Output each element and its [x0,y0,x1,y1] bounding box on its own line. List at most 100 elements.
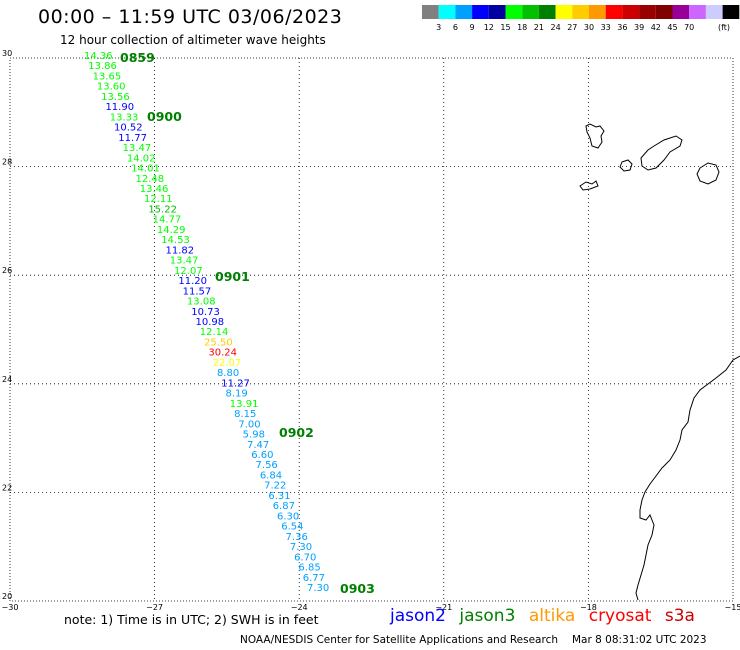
pass-time-label: 0903 [340,581,375,596]
wave-height-label: 10.52 [114,123,143,134]
wave-height-label: 13.47 [170,256,199,267]
scale-label: 42 [651,23,661,32]
lat-label: 24 [2,375,12,384]
wave-height-label: 7.30 [307,583,329,594]
wave-height-label: 6.30 [277,511,299,522]
island-la-gomera [619,159,633,172]
scale-swatch [455,5,473,19]
wave-height-label: 13.46 [140,184,169,195]
wave-height-label: 7.47 [247,440,269,451]
wave-height-label: 13.60 [97,82,126,93]
wave-height-label: 8.80 [217,368,239,379]
wave-height-label: 6.70 [294,552,316,563]
coastline [579,123,740,601]
wave-height-label: 11.77 [118,133,147,144]
scale-label: 15 [500,23,510,32]
scale-swatch [488,5,506,19]
wave-height-label: 14.29 [157,225,186,236]
scale-label: 3 [436,23,441,32]
wave-height-label: 13.86 [88,61,117,72]
wave-height-label: 6.85 [298,563,320,574]
scale-swatch [572,5,589,19]
scale-swatch [722,5,740,19]
scale-swatch [472,5,489,19]
wave-height-label: 11.82 [165,245,194,256]
scale-label: 33 [601,23,611,32]
lon-label: −15 [725,603,740,612]
wave-height-label: 14.02 [127,153,156,164]
scale-label: 12 [484,23,494,32]
scale-label: 24 [551,23,561,32]
wave-height-label: 14.53 [161,235,190,246]
scale-swatch [672,5,690,19]
scale-label: 6 [453,23,458,32]
satellite-jason2: jason2 [390,606,446,626]
wave-height-label: 12.07 [174,266,203,277]
wave-height-label: 22.07 [213,358,242,369]
island-tenerife [640,135,683,171]
wave-height-label: 6.54 [281,522,303,533]
scale-swatch [538,5,556,19]
satellite-altika: altika [528,606,576,626]
scale-swatch [605,5,623,19]
lat-label: 30 [2,49,12,58]
pass-time-label: 0859 [120,50,155,65]
map-title: 00:00 – 11:59 UTC 03/06/2023 [38,6,343,28]
credit-org: NOAA/NESDIS Center for Satellite Applica… [240,634,558,646]
lon-label: −21 [435,603,452,612]
wave-height-label: 12.14 [200,327,229,338]
wave-height-label: 13.65 [93,71,122,82]
credit-line: NOAA/NESDIS Center for Satellite Applica… [240,634,707,646]
pass-time-label: 0902 [279,425,314,440]
scale-swatch [422,5,439,19]
scale-swatch [505,5,523,19]
lat-label: 28 [2,158,12,167]
wave-height-label: 6.87 [273,501,295,512]
lat-lon-grid: 30 28 26 24 22 20 −30 −27 −24 −21 −18 −15 [2,49,740,612]
scale-swatch [622,5,640,19]
scale-label: 45 [667,23,677,32]
wave-height-label: 12.48 [135,174,164,185]
wave-height-label: 13.08 [187,297,216,308]
wave-height-label: 12.11 [144,194,173,205]
wave-height-label: 10.98 [196,317,225,328]
satellite-s3a: s3a [664,606,695,626]
generation-timestamp: Mar 8 08:31:02 UTC 2023 [572,634,707,646]
scale-label: 9 [470,23,475,32]
scale-label: 39 [634,23,644,32]
island-gran-canaria [696,162,720,185]
wave-height-label: 11.57 [183,286,212,297]
wave-height-label: 14.36 [84,51,113,62]
scale-label: 21 [534,23,544,32]
color-scale: 3 6 9 12 15 18 21 24 27 30 33 36 39 42 45 70 (ft) [422,5,740,32]
map-subtitle: 12 hour collection of altimeter wave hei… [60,33,326,47]
wave-height-label: 6.60 [251,450,273,461]
wave-height-label: 11.27 [221,378,250,389]
scale-label: 30 [584,23,594,32]
lon-label: −24 [291,603,308,612]
lat-label: 26 [2,266,12,275]
wave-height-label: 6.31 [268,491,290,502]
wave-height-label: 8.15 [234,409,256,420]
wave-height-label: 13.47 [123,143,152,154]
wave-height-label: 6.84 [260,470,282,481]
scale-swatch [689,5,706,19]
wave-height-label: 11.90 [105,102,134,113]
wave-height-label: 7.36 [286,532,308,543]
scale-swatch [705,5,723,19]
scale-label: 70 [684,23,694,32]
pass-time-label: 0900 [147,109,182,124]
wave-height-label: 5.98 [243,430,265,441]
island-la-palma [585,123,605,149]
scale-swatch [555,5,573,19]
wave-height-label: 7.00 [238,419,260,430]
scale-label: 27 [567,23,577,32]
lon-label: −18 [580,603,597,612]
scale-swatch [589,5,606,19]
wave-height-label: 25.50 [204,337,233,348]
scale-label: 36 [617,23,627,32]
wave-height-label: 14.01 [131,164,160,175]
wave-height-label: 11.20 [178,276,207,287]
lon-label: −27 [146,603,163,612]
wave-height-label: 8.19 [226,389,248,400]
